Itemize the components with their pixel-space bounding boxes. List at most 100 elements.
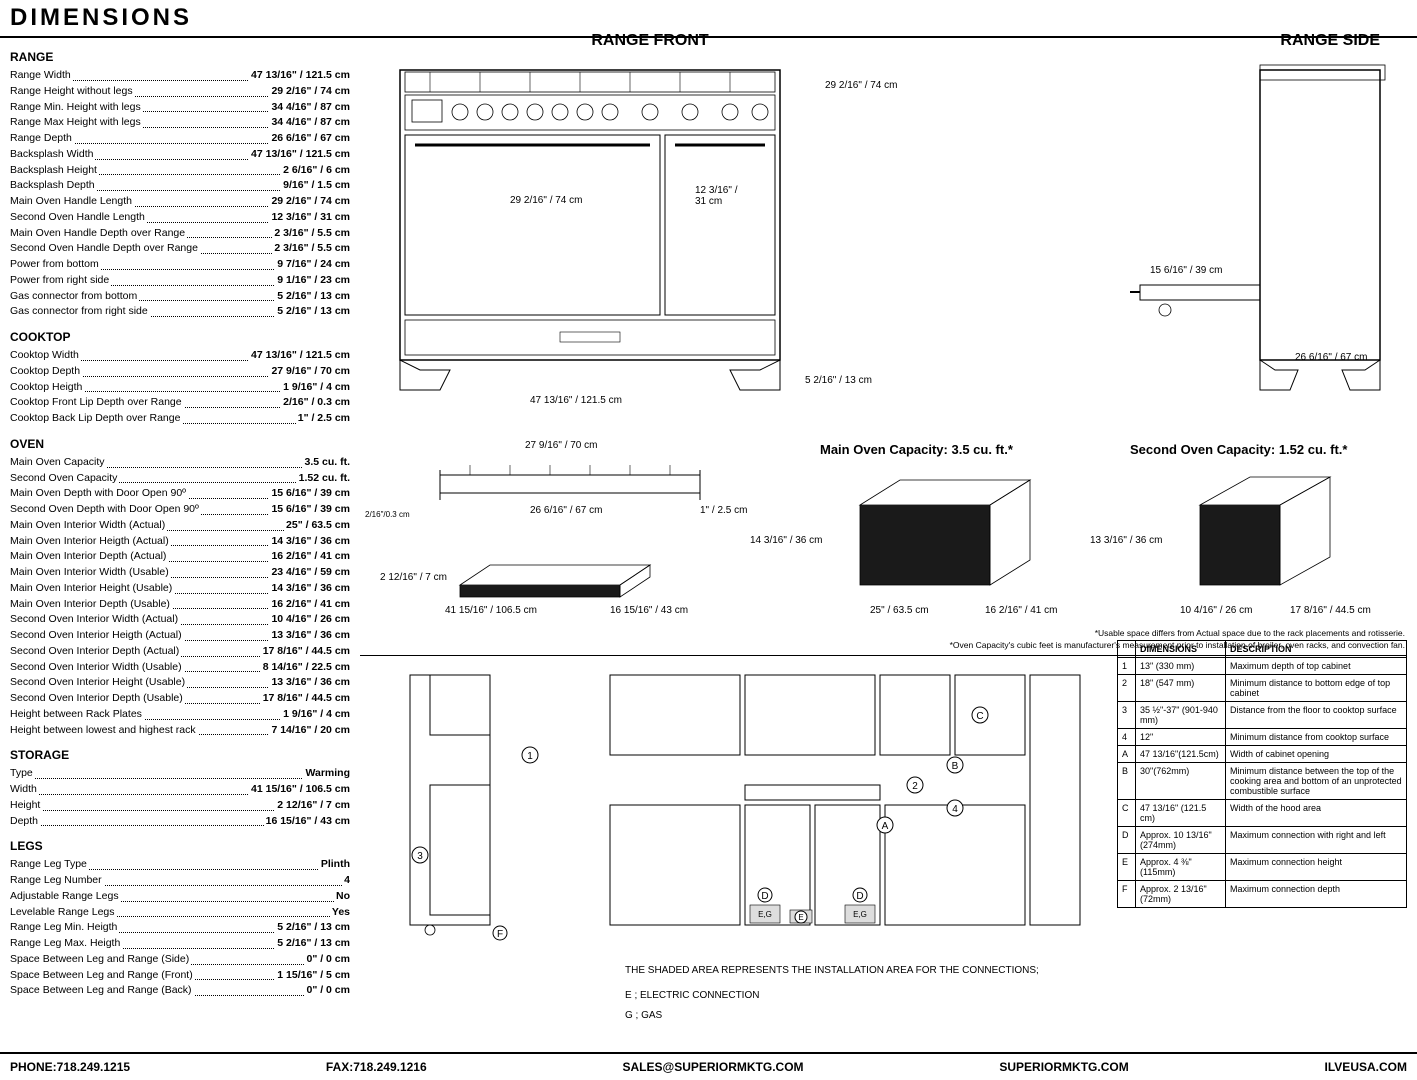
spec-label: Height between Rack Plates (10, 707, 144, 723)
install-header-desc: DESCRIPTION (1226, 641, 1407, 658)
spec-value: 2 3/16" / 5.5 cm (272, 226, 350, 242)
spec-row: Second Oven Interior Width (Actual)10 4/… (10, 612, 350, 628)
section-cooktop: COOKTOP Cooktop Width47 13/16" / 121.5 c… (10, 330, 350, 427)
footer-site1: SUPERIORMKTG.COM (999, 1060, 1128, 1074)
spec-value: 1 15/16" / 5 cm (275, 968, 350, 984)
spec-label: Range Height without legs (10, 84, 135, 100)
spec-value: 17 8/16" / 44.5 cm (261, 691, 350, 707)
spec-value: 16 2/16" / 41 cm (269, 597, 350, 613)
legs-heading: LEGS (10, 839, 350, 853)
spec-label: Main Oven Interior Width (Actual) (10, 518, 167, 534)
spec-row: Cooktop Depth27 9/16" / 70 cm (10, 364, 350, 380)
spec-label: Second Oven Interior Depth (Usable) (10, 691, 185, 707)
footer-site2: ILVEUSA.COM (1325, 1060, 1407, 1074)
main-oven-box (830, 465, 1060, 605)
spec-value: 14 3/16" / 36 cm (269, 581, 350, 597)
spec-label: Width (10, 782, 39, 798)
spec-value: 5 2/16" / 13 cm (275, 289, 350, 305)
install-desc: Maximum connection with right and left (1226, 827, 1407, 854)
spec-value: Plinth (319, 857, 350, 873)
spec-value: 0" / 0 cm (304, 952, 350, 968)
table-row: C47 13/16" (121.5 cm)Width of the hood a… (1118, 800, 1407, 827)
table-row: FApprox. 2 13/16" (72mm)Maximum connecti… (1118, 881, 1407, 908)
spec-value: 16 2/16" / 41 cm (269, 549, 350, 565)
spec-label: Second Oven Interior Height (Usable) (10, 675, 187, 691)
spec-value: 2 6/16" / 6 cm (281, 163, 350, 179)
spec-label: Range Max Height with legs (10, 115, 143, 131)
spec-value: 29 2/16" / 74 cm (269, 84, 350, 100)
second-oven-box (1170, 465, 1380, 605)
dim-cooktop-depth: 27 9/16" / 70 cm (525, 440, 597, 451)
install-dimensions-table: DIMENSIONS DESCRIPTION 113" (330 mm) Maxi… (1117, 640, 1407, 908)
install-note-shaded: THE SHADED AREA REPRESENTS THE INSTALLAT… (625, 965, 1039, 976)
spec-label: Range Leg Min. Heigth (10, 920, 119, 936)
install-key: D (1118, 827, 1136, 854)
spec-row: Height between lowest and highest rack7 … (10, 723, 350, 739)
dim-second-d: 17 8/16" / 44.5 cm (1290, 605, 1371, 616)
install-desc: Minimum distance to bottom edge of top c… (1226, 675, 1407, 702)
spec-label: Space Between Leg and Range (Side) (10, 952, 191, 968)
install-dim: 18" (547 mm) (1136, 675, 1226, 702)
spec-label: Range Min. Height with legs (10, 100, 143, 116)
section-storage: STORAGE TypeWarmingWidth41 15/16" / 106.… (10, 748, 350, 829)
dim-second-w: 10 4/16" / 26 cm (1180, 605, 1252, 616)
dim-cooktop-lip-back: 1" / 2.5 cm (700, 505, 747, 516)
dim-side-depth: 26 6/16" / 67 cm (1295, 352, 1367, 363)
install-desc: Minimum distance between the top of the … (1226, 763, 1407, 800)
spec-row: Depth16 15/16" / 43 cm (10, 814, 350, 830)
svg-text:E,G: E,G (758, 910, 772, 919)
spec-label: Gas connector from bottom (10, 289, 139, 305)
section-range: RANGE Range Width47 13/16" / 121.5 cmRan… (10, 50, 350, 320)
table-row: B30"(762mm)Minimum distance between the … (1118, 763, 1407, 800)
spec-value: 4 (342, 873, 350, 889)
spec-label: Main Oven Interior Depth (Usable) (10, 597, 172, 613)
svg-text:2: 2 (912, 781, 918, 792)
spec-row: Power from right side9 1/16" / 23 cm (10, 273, 350, 289)
install-key: F (1118, 881, 1136, 908)
spec-label: Main Oven Capacity (10, 455, 107, 471)
spec-label: Range Leg Type (10, 857, 89, 873)
spec-label: Space Between Leg and Range (Back) (10, 983, 194, 999)
specs-column: RANGE Range Width47 13/16" / 121.5 cmRan… (10, 40, 350, 999)
table-row: A47 13/16"(121.5cm)Width of cabinet open… (1118, 746, 1407, 763)
dim-storage-height: 2 12/16" / 7 cm (380, 572, 447, 583)
spec-value: 9 7/16" / 24 cm (275, 257, 350, 273)
spec-label: Gas connector from right side (10, 304, 150, 320)
spec-row: Space Between Leg and Range (Front)1 15/… (10, 968, 350, 984)
install-note-electric: E ; ELECTRIC CONNECTION (625, 990, 759, 1001)
spec-value: 34 4/16" / 87 cm (269, 115, 350, 131)
install-key: A (1118, 746, 1136, 763)
spec-value: 25" / 63.5 cm (284, 518, 350, 534)
spec-label: Levelable Range Legs (10, 905, 117, 921)
install-desc: Width of cabinet opening (1226, 746, 1407, 763)
spec-row: Height2 12/16" / 7 cm (10, 798, 350, 814)
spec-row: Gas connector from right side5 2/16" / 1… (10, 304, 350, 320)
spec-row: Range Leg Type Plinth (10, 857, 350, 873)
main-oven-cap-title: Main Oven Capacity: 3.5 cu. ft.* (820, 442, 1013, 457)
spec-row: Cooktop Back Lip Depth over Range1" / 2.… (10, 411, 350, 427)
install-key: 2 (1118, 675, 1136, 702)
range-heading: RANGE (10, 50, 350, 64)
spec-value: 15 6/16" / 39 cm (269, 502, 350, 518)
spec-label: Cooktop Depth (10, 364, 82, 380)
install-key: 1 (1118, 658, 1136, 675)
install-dim: 30"(762mm) (1136, 763, 1226, 800)
spec-label: Backsplash Width (10, 147, 95, 163)
spec-label: Main Oven Interior Depth (Actual) (10, 549, 168, 565)
spec-label: Second Oven Depth with Door Open 90º (10, 502, 201, 518)
spec-value: 15 6/16" / 39 cm (269, 486, 350, 502)
install-dim: 13" (330 mm) (1136, 658, 1226, 675)
spec-value: 2 3/16" / 5.5 cm (272, 241, 350, 257)
svg-text:B: B (952, 761, 959, 772)
spec-value: 2 12/16" / 7 cm (275, 798, 350, 814)
spec-row: Cooktop Width47 13/16" / 121.5 cm (10, 348, 350, 364)
svg-text:A: A (882, 821, 889, 832)
install-header-dim: DIMENSIONS (1136, 641, 1226, 658)
svg-text:D: D (761, 891, 768, 902)
spec-row: Power from bottom9 7/16" / 24 cm (10, 257, 350, 273)
spec-row: Range Leg Min. Heigth5 2/16" / 13 cm (10, 920, 350, 936)
spec-label: Second Oven Interior Width (Actual) (10, 612, 180, 628)
spec-label: Height between lowest and highest rack (10, 723, 198, 739)
spec-row: Width41 15/16" / 106.5 cm (10, 782, 350, 798)
spec-row: Second Oven Interior Heigth (Actual)13 3… (10, 628, 350, 644)
